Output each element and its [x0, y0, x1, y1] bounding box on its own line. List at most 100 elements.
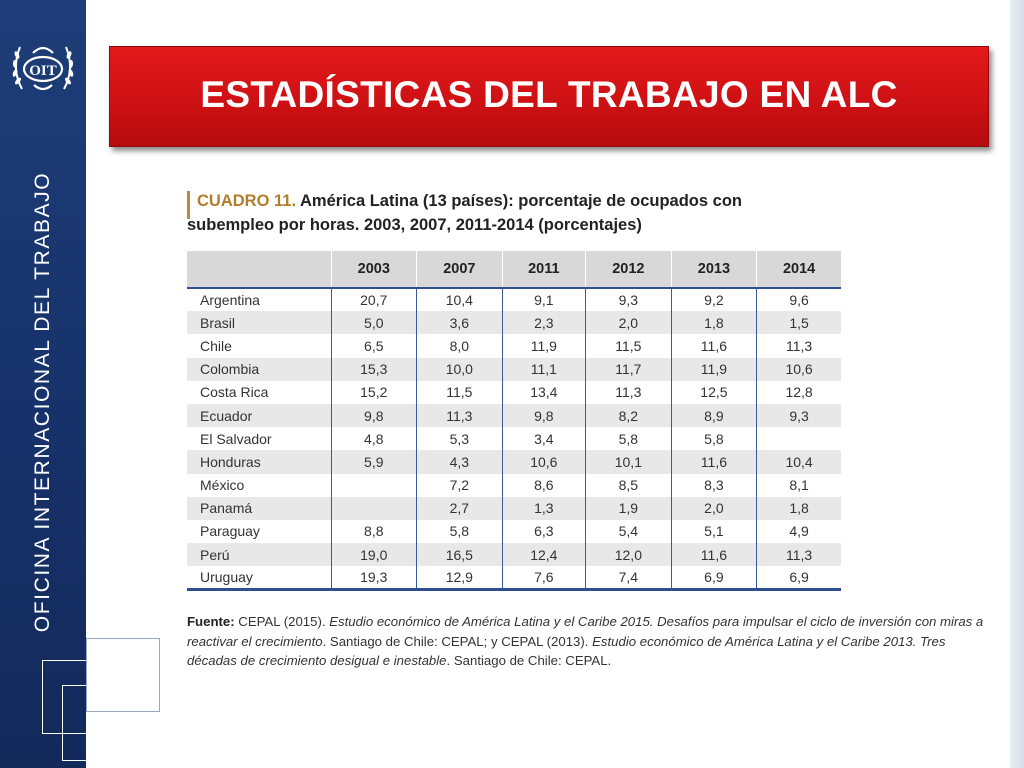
table-row: Brasil 5,0 3,6 2,3 2,0 1,8 1,5: [187, 311, 841, 335]
value-cell: 7,4: [585, 566, 672, 590]
country-cell: Ecuador: [187, 403, 331, 428]
value-cell: 9,8: [501, 403, 586, 428]
value-cell: 10,4: [756, 450, 841, 474]
value-cell: 11,5: [585, 334, 672, 358]
table-row: Costa Rica 15,2 11,5 13,4 11,3 12,5 12,8: [187, 380, 841, 404]
deco-square-outer: [86, 638, 160, 712]
value-cell: 2,0: [670, 496, 757, 520]
deco-square-2: [62, 685, 86, 761]
header-cell: 2011: [501, 251, 586, 288]
value-cell: 5,8: [670, 427, 757, 451]
table-row: Colombia 15,3 10,0 11,1 11,7 11,9 10,6: [187, 357, 841, 381]
value-cell: 3,4: [501, 427, 586, 451]
value-cell: 11,6: [670, 334, 757, 358]
value-cell: 3,6: [416, 311, 503, 335]
source-title1: Estudio económico de América Latina y el…: [187, 614, 984, 649]
value-cell: 15,2: [330, 380, 417, 404]
country-cell: Uruguay: [187, 566, 331, 590]
value-cell: 12,5: [670, 380, 757, 404]
value-cell: 1,9: [585, 496, 672, 520]
table-row: Uruguay 19,3 12,9 7,6 7,4 6,9 6,9: [187, 566, 841, 590]
caption-text-line1: América Latina (13 países): porcentaje d…: [300, 192, 742, 210]
value-cell: [756, 427, 841, 451]
header-cell: [187, 251, 331, 288]
value-cell: 9,3: [585, 288, 672, 312]
value-cell: 5,1: [670, 519, 757, 544]
caption-text-line2: subempleo por horas. 2003, 2007, 2011-20…: [187, 216, 642, 234]
value-cell: 12,8: [756, 380, 841, 404]
table-header-row: 2003 2007 2011 2012 2013 2014: [187, 251, 841, 288]
table-row: Ecuador 9,8 11,3 9,8 8,2 8,9 9,3: [187, 403, 841, 428]
value-cell: 5,0: [330, 311, 417, 335]
caption-label: CUADRO 11.: [197, 192, 297, 210]
value-cell: 11,3: [756, 543, 841, 567]
value-cell: 19,3: [330, 566, 417, 590]
value-cell: 6,9: [756, 566, 841, 590]
value-cell: 11,5: [416, 380, 503, 404]
sidebar-vertical-title: OFICINA INTERNACIONAL DEL TRABAJO: [31, 171, 54, 633]
source-label: Fuente:: [187, 614, 235, 629]
value-cell: 4,9: [756, 519, 841, 544]
value-cell: [330, 496, 417, 520]
value-cell: 4,8: [330, 427, 417, 451]
source-part2: . Santiago de Chile: CEPAL; y CEPAL (201…: [322, 633, 593, 649]
country-cell: Argentina: [187, 288, 331, 312]
value-cell: 13,4: [501, 380, 586, 404]
value-cell: 12,0: [585, 543, 672, 567]
value-cell: 11,9: [501, 334, 586, 358]
value-cell: 7,2: [416, 473, 503, 497]
country-cell: Perú: [187, 543, 331, 567]
country-cell: Colombia: [187, 357, 331, 381]
country-cell: Panamá: [187, 496, 331, 520]
table-row: El Salvador 4,8 5,3 3,4 5,8 5,8: [187, 427, 841, 451]
value-cell: 10,0: [416, 357, 503, 381]
value-cell: 8,0: [416, 334, 503, 358]
value-cell: 7,6: [501, 566, 586, 590]
country-cell: Honduras: [187, 450, 331, 474]
value-cell: 8,3: [670, 473, 757, 497]
value-cell: 1,5: [756, 311, 841, 335]
value-cell: 4,3: [416, 450, 503, 474]
value-cell: 12,4: [501, 543, 586, 567]
deco-square-1: [42, 660, 86, 734]
table-row: Argentina 20,7 10,4 9,1 9,3 9,2 9,6: [187, 288, 841, 312]
underemployment-table: 2003 2007 2011 2012 2013 2014 Argentina 2…: [187, 251, 841, 591]
value-cell: 16,5: [416, 543, 503, 567]
caption-accent-bar: [187, 191, 190, 219]
table-row: Paraguay 8,8 5,8 6,3 5,4 5,1 4,9: [187, 519, 841, 544]
table-row: Perú 19,0 16,5 12,4 12,0 11,6 11,3: [187, 543, 841, 567]
header-cell: 2013: [670, 251, 757, 288]
value-cell: 2,0: [585, 311, 672, 335]
value-cell: 11,7: [585, 357, 672, 381]
value-cell: 15,3: [330, 357, 417, 381]
value-cell: 10,1: [585, 450, 672, 474]
header-cell: 2014: [756, 251, 841, 288]
source-title2: Estudio económico de América Latina y el…: [187, 633, 946, 669]
value-cell: 11,3: [585, 380, 672, 404]
value-cell: 8,9: [670, 403, 757, 428]
value-cell: 11,3: [416, 403, 503, 428]
oit-logo-icon: OIT: [12, 46, 74, 91]
header-cell: 2003: [330, 251, 417, 288]
value-cell: 1,3: [501, 496, 586, 520]
table-row: Chile 6,5 8,0 11,9 11,5 11,6 11,3: [187, 334, 841, 358]
value-cell: 6,5: [330, 334, 417, 358]
value-cell: 5,3: [416, 427, 503, 451]
value-cell: 5,9: [330, 450, 417, 474]
country-cell: El Salvador: [187, 427, 331, 451]
value-cell: [330, 473, 417, 497]
country-cell: Costa Rica: [187, 380, 331, 404]
value-cell: 1,8: [670, 311, 757, 335]
value-cell: 9,8: [330, 403, 417, 428]
table-caption: CUADRO 11. América Latina (13 países): p…: [187, 189, 807, 237]
table-row: México 7,2 8,6 8,5 8,3 8,1: [187, 473, 841, 497]
value-cell: 1,8: [756, 496, 841, 520]
value-cell: 5,8: [416, 519, 503, 544]
logo-text: OIT: [29, 63, 57, 79]
value-cell: 6,9: [670, 566, 757, 590]
table-row: Honduras 5,9 4,3 10,6 10,1 11,6 10,4: [187, 450, 841, 474]
right-edge-strip: [1010, 0, 1024, 768]
source-part3: . Santiago de Chile: CEPAL.: [446, 653, 612, 668]
value-cell: 9,1: [501, 288, 586, 312]
value-cell: 9,2: [670, 288, 757, 312]
